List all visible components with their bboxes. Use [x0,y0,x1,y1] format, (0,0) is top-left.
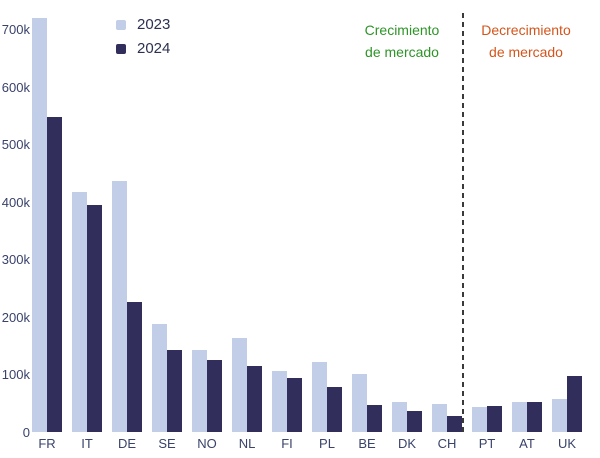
bar-2023-be [352,374,367,432]
legend-swatch-2024 [116,43,126,54]
bar-2023-no [192,350,207,432]
bars-uk [552,0,582,432]
bars-se [152,0,182,432]
bar-2023-it [72,192,87,432]
legend-label-2024: 2024 [137,40,171,57]
y-tick-100k: 100k [1,367,30,382]
bars-at [512,0,542,432]
y-tick-500k: 500k [1,137,30,152]
x-axis-label-dk: DK [397,436,417,451]
x-axis-label-no: NO [197,436,217,451]
category-group-uk: UK [552,0,582,452]
y-tick-400k: 400k [1,195,30,210]
legend-swatch-2023 [116,19,126,30]
category-group-it: IT [72,0,102,452]
bar-2024-be [367,405,382,432]
bars-no [192,0,222,432]
bar-2023-nl [232,338,247,432]
x-axis-label-at: AT [519,436,535,451]
category-group-be: BE [352,0,382,452]
bar-2024-fr [47,117,62,432]
bars-nl [232,0,262,432]
bar-2024-nl [247,366,262,432]
x-axis-label-fi: FI [281,436,293,451]
category-group-pl: PL [312,0,342,452]
growth-annotation: Crecimiento de mercado [344,19,460,63]
bar-2024-ch [447,416,462,432]
x-axis-label-be: BE [358,436,376,451]
bar-2024-pt [487,406,502,432]
legend: 2023 2024 [116,16,170,57]
x-axis-label-se: SE [158,436,176,451]
bar-2023-ch [432,404,447,432]
x-axis-label-ch: CH [437,436,457,451]
y-tick-600k: 600k [1,80,30,95]
bar-2023-pt [472,407,487,432]
x-axis-label-de: DE [117,436,137,451]
decline-annotation-line1: Decrecimiento [481,22,571,38]
bar-2024-at [527,402,542,432]
bar-2023-uk [552,399,567,432]
decline-annotation-line2: de mercado [489,44,563,60]
bars-pl [312,0,342,432]
category-group-at: AT [512,0,542,452]
x-axis-label-it: IT [81,436,93,451]
category-group-de: DE [112,0,142,452]
category-group-se: SE [152,0,182,452]
bar-2024-pl [327,387,342,432]
market-divider-dashed-line [462,13,464,432]
bar-2024-no [207,360,222,432]
bars-it [72,0,102,432]
bar-2023-de [112,181,127,432]
category-group-pt: PT [472,0,502,452]
legend-label-2023: 2023 [137,16,171,33]
bars-be [352,0,382,432]
bar-2023-se [152,324,167,432]
bar-2024-fi [287,378,302,432]
bars-fr [32,0,62,432]
category-group-nl: NL [232,0,262,452]
bar-2023-dk [392,402,407,432]
bar-2023-pl [312,362,327,432]
growth-annotation-line1: Crecimiento [364,22,440,38]
bars-ch [432,0,462,432]
bars-fi [272,0,302,432]
bar-2024-se [167,350,182,432]
x-axis-label-pt: PT [478,436,496,451]
y-tick-700k: 700k [1,22,30,37]
x-axis-label-uk: UK [557,436,577,451]
decline-annotation: Decrecimiento de mercado [468,19,584,63]
legend-item-2023: 2023 [116,16,170,33]
bars-dk [392,0,422,432]
growth-annotation-line2: de mercado [365,44,439,60]
category-group-ch: CH [432,0,462,452]
bar-groups: FR IT DE SE NO NL FI PL BE DK CH PT AT UK [32,0,582,452]
bar-2023-at [512,402,527,432]
bar-2023-fr [32,18,47,432]
category-group-fi: FI [272,0,302,452]
bars-de [112,0,142,432]
legend-item-2024: 2024 [116,40,170,57]
bar-2024-de [127,302,142,432]
y-tick-0: 0 [22,425,30,440]
bar-2024-dk [407,411,422,432]
category-group-fr: FR [32,0,62,452]
y-tick-200k: 200k [1,310,30,325]
category-group-dk: DK [392,0,422,452]
x-axis-label-pl: PL [319,436,335,451]
bar-2024-it [87,205,102,432]
bars-pt [472,0,502,432]
bar-2024-uk [567,376,582,432]
x-axis-label-nl: NL [238,436,256,451]
y-tick-300k: 300k [1,252,30,267]
bar-2023-fi [272,371,287,432]
x-axis-label-fr: FR [38,436,56,451]
category-group-no: NO [192,0,222,452]
